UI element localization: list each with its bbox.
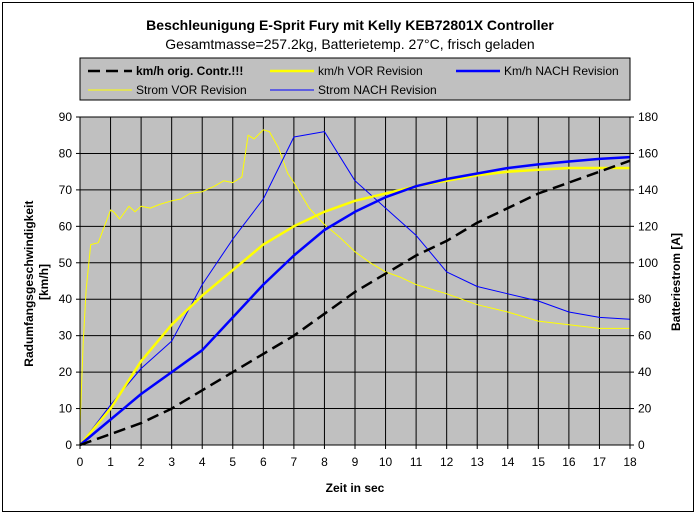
y-tick-label: 10: [59, 402, 73, 416]
y-tick-label: 60: [59, 219, 73, 233]
x-tick-label: 1: [107, 455, 114, 469]
series-line-5: [79, 131, 631, 446]
y2-tick-label: 140: [638, 183, 658, 197]
x-tick-label: 9: [352, 455, 359, 469]
legend-label-2: km/h VOR Revision: [318, 64, 423, 78]
legend-label-5: Strom NACH Revision: [318, 83, 437, 97]
legend-label-4: Strom VOR Revision: [136, 83, 247, 97]
x-tick-label: 12: [440, 455, 454, 469]
y-axis-label: Radumfangsgeschwindigkeit [km/h]: [22, 197, 51, 366]
y-tick-label: 80: [59, 146, 73, 160]
y2-tick-label: 100: [638, 256, 658, 270]
x-tick-label: 5: [229, 455, 236, 469]
chart-title: Beschleunigung E-Sprit Fury mit Kelly KE…: [146, 17, 554, 33]
legend-label-3: Km/h NACH Revision: [504, 64, 619, 78]
y-tick-label: 30: [59, 329, 73, 343]
series-line-1: [79, 159, 631, 447]
y2-tick-label: 60: [638, 329, 652, 343]
y2-tick-label: 180: [638, 110, 658, 124]
y2-tick-label: 0: [638, 438, 645, 452]
y2-tick-label: 160: [638, 146, 658, 160]
x-tick-label: 17: [593, 455, 607, 469]
y-tick-label: 90: [59, 110, 73, 124]
y2-tick-label: 120: [638, 219, 658, 233]
x-tick-label: 13: [471, 455, 485, 469]
y2-tick-label: 80: [638, 292, 652, 306]
x-tick-label: 8: [321, 455, 328, 469]
x-tick-label: 6: [260, 455, 267, 469]
x-tick-label: 15: [532, 455, 546, 469]
legend-label-1: km/h orig. Contr.!!!: [136, 64, 243, 78]
y2-tick-label: 40: [638, 365, 652, 379]
x-tick-label: 10: [379, 455, 393, 469]
y-tick-label: 40: [59, 292, 73, 306]
y-axis-label-line2: [km/h]: [37, 264, 51, 300]
y2-axis-label: Batteriestrom [A]: [669, 233, 683, 331]
series-line-4: [79, 129, 630, 427]
x-tick-label: 16: [562, 455, 576, 469]
series-line-3: [79, 155, 631, 446]
y-tick-label: 0: [65, 438, 72, 452]
x-tick-label: 14: [501, 455, 515, 469]
x-tick-label: 11: [410, 455, 423, 469]
x-tick-label: 3: [168, 455, 175, 469]
legend-box: [79, 57, 631, 101]
y2-tick-label: 20: [638, 402, 652, 416]
legend: km/h orig. Contr.!!! km/h VOR Revision Km/…: [79, 57, 631, 101]
series-layer: [79, 129, 631, 447]
x-tick-label: 0: [77, 455, 84, 469]
x-tick-label: 7: [291, 455, 298, 469]
y-tick-label: 20: [59, 365, 73, 379]
y-axis-label-line1: Radumfangsgeschwindigkeit: [22, 201, 36, 367]
series-line-2: [79, 166, 630, 446]
chart-subtitle: Gesamtmasse=257.2kg, Batterietemp. 27°C,…: [165, 36, 534, 52]
y-tick-label: 50: [59, 256, 73, 270]
x-tick-label: 18: [623, 455, 637, 469]
axes: 0 1 2 3 4 5 6 7 8 9 10 11 12 13 14 15 16 17 18010203040506…: [59, 110, 659, 469]
x-axis-label: Zeit in sec: [326, 481, 385, 495]
x-tick-label: 4: [199, 455, 206, 469]
x-tick-label: 2: [138, 455, 145, 469]
y-tick-label: 70: [59, 183, 73, 197]
